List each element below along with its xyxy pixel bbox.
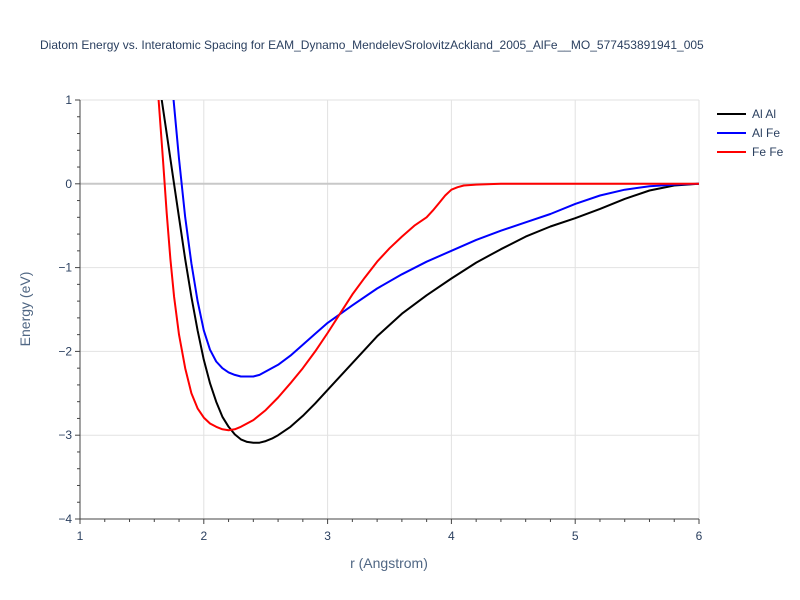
plot-area <box>157 100 699 444</box>
x-tick-label: 3 <box>324 529 331 543</box>
grid <box>80 99 700 519</box>
y-tick-label: −2 <box>58 344 72 358</box>
y-ticks: −4 −3 −2 −1 0 1 <box>58 93 80 526</box>
series-line-al-fe <box>172 100 699 378</box>
legend-label: Al Fe <box>752 126 780 140</box>
legend-item-fe-fe[interactable]: Fe Fe <box>717 145 784 159</box>
x-tick-label: 2 <box>200 529 207 543</box>
x-tick-label: 4 <box>448 529 455 543</box>
chart-title: Diatom Energy vs. Interatomic Spacing fo… <box>40 38 704 52</box>
x-tick-label: 5 <box>572 529 579 543</box>
x-axis-title: r (Angstrom) <box>350 555 428 571</box>
x-tick-label: 1 <box>77 529 84 543</box>
y-tick-label: −4 <box>58 512 72 526</box>
legend-item-al-al[interactable]: Al Al <box>717 107 776 121</box>
y-axis-title: Energy (eV) <box>17 272 33 347</box>
legend-label: Fe Fe <box>752 145 784 159</box>
x-ticks: 1 2 3 4 5 6 <box>77 519 703 543</box>
x-tick-label: 6 <box>696 529 703 543</box>
y-tick-label: −1 <box>58 261 72 275</box>
legend[interactable]: Al Al Al Fe Fe Fe <box>717 107 784 159</box>
legend-item-al-fe[interactable]: Al Fe <box>717 126 780 140</box>
series-line-al-al <box>160 100 699 444</box>
series-line-fe-fe <box>157 100 699 432</box>
y-tick-label: 1 <box>65 93 72 107</box>
legend-label: Al Al <box>752 107 776 121</box>
y-tick-label: −3 <box>58 428 72 442</box>
y-tick-label: 0 <box>65 177 72 191</box>
axes <box>79 100 699 520</box>
